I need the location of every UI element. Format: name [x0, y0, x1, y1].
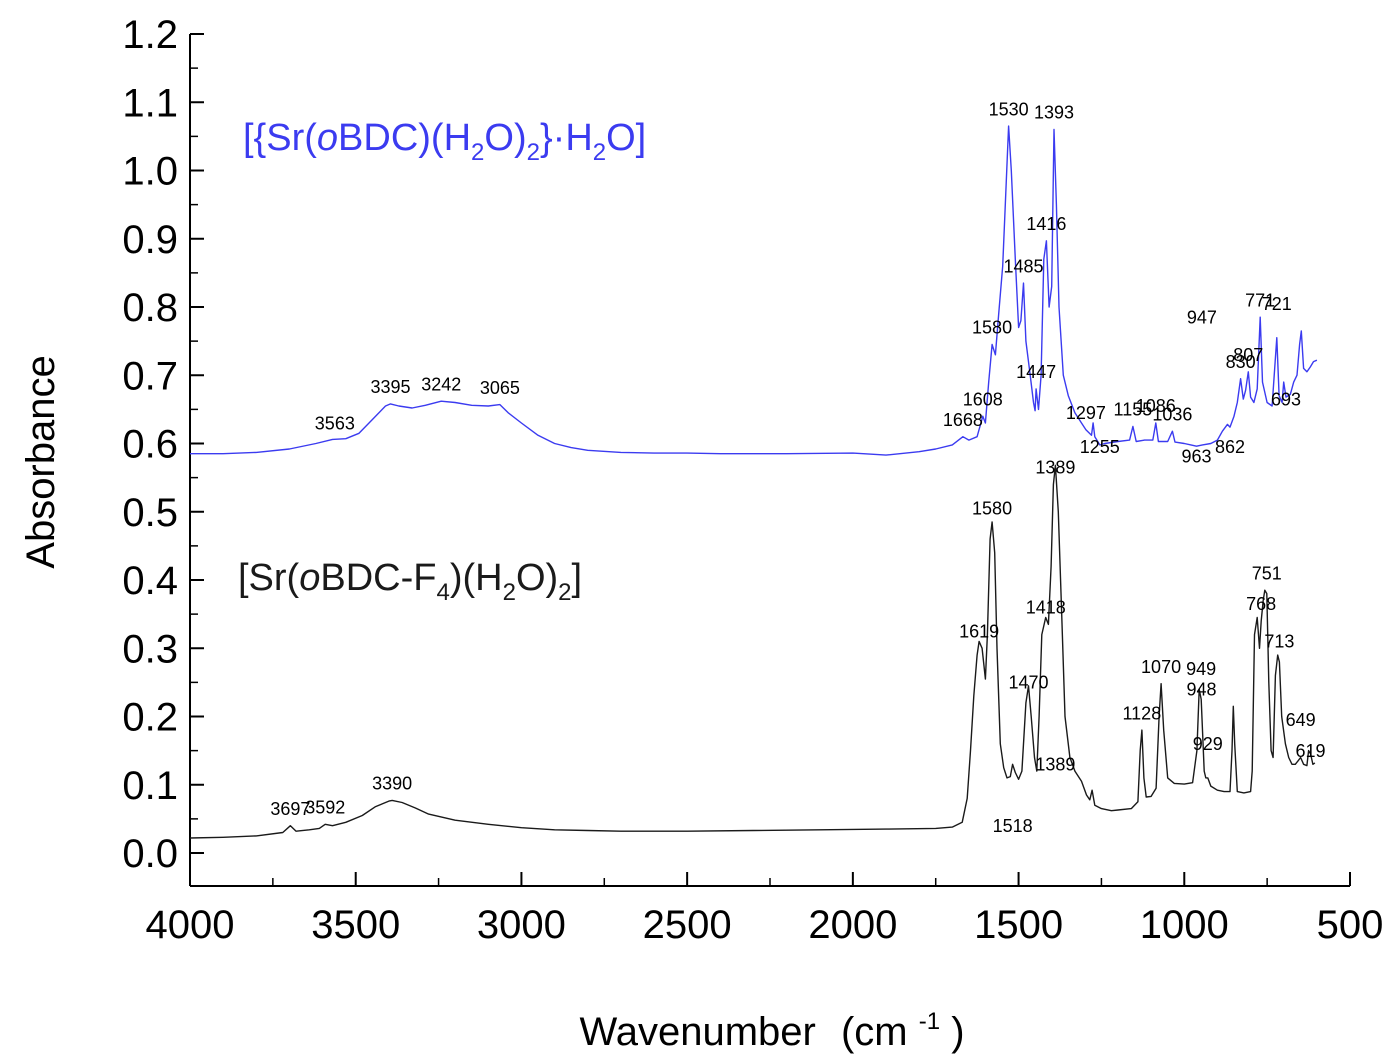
peak-label: 768 — [1246, 594, 1276, 614]
peak-label: 1608 — [963, 389, 1003, 409]
peak-label: 963 — [1182, 447, 1212, 467]
y-tick-label: 0.9 — [122, 218, 178, 262]
peak-label: 713 — [1264, 632, 1294, 652]
peak-label: 1485 — [1004, 256, 1044, 276]
peak-label: 3697 — [270, 799, 310, 819]
peak-label: 3395 — [370, 377, 410, 397]
peak-label: 1580 — [972, 499, 1012, 519]
peak-label: 1416 — [1026, 214, 1066, 234]
peak-label: 1155 — [1114, 400, 1153, 420]
peak-label: 1389 — [1035, 755, 1075, 775]
peak-label: 1518 — [993, 816, 1033, 836]
y-tick-label: 0.0 — [122, 832, 178, 876]
peak-label: 1086 — [1136, 396, 1176, 416]
peak-label: 929 — [1193, 734, 1223, 754]
peak-label: 1389 — [1035, 458, 1075, 478]
peak-label: 693 — [1271, 389, 1301, 409]
peak-label: 1619 — [959, 621, 999, 641]
y-tick-label: 0.4 — [122, 559, 178, 603]
peak-label: 947 — [1187, 307, 1217, 327]
peak-label: 1255 — [1080, 437, 1120, 457]
y-tick-label: 0.2 — [122, 696, 178, 740]
series-labels-layer: [{Sr(oBDC)(H2O)2}·H2O] [Sr(oBDC-F4)(H2O)2… — [238, 117, 646, 606]
plot-frame — [189, 34, 1350, 887]
series-line-2 — [189, 464, 1316, 839]
peak-label: 3242 — [421, 374, 461, 394]
y-axis-title: Absorbance — [19, 355, 63, 568]
x-axis-title-unit-exponent: -1 — [919, 1008, 940, 1035]
peak-label: 721 — [1262, 294, 1292, 314]
y-tick-label: 0.6 — [122, 423, 178, 467]
peak-label: 751 — [1252, 563, 1282, 583]
y-tick-label: 0.7 — [122, 354, 178, 398]
peak-label: 1447 — [1016, 362, 1056, 382]
x-axis-title-text: Wavenumber — [579, 1010, 815, 1054]
x-tick-label: 3500 — [311, 903, 400, 947]
peak-label: 3065 — [480, 378, 520, 398]
y-tick-label: 0.8 — [122, 286, 178, 330]
y-tick-label: 0.3 — [122, 627, 178, 671]
peak-label: 1580 — [972, 318, 1012, 338]
peak-label: 1470 — [1008, 673, 1048, 693]
peak-label: 3592 — [305, 798, 345, 818]
peak-label: 1297 — [1066, 403, 1106, 423]
x-axis-title-unit: (cm — [841, 1010, 908, 1054]
x-tick-label: 4000 — [146, 903, 235, 947]
x-axis-title-unit-close: ) — [951, 1010, 964, 1054]
series-label-1: [{Sr(oBDC)(H2O)2}·H2O] — [243, 117, 646, 166]
y-tick-label: 1.0 — [122, 150, 178, 194]
x-tick-label: 1000 — [1140, 903, 1229, 947]
x-tick-label: 500 — [1317, 903, 1384, 947]
peak-label: 862 — [1215, 437, 1245, 457]
x-tick-label: 2000 — [808, 903, 897, 947]
peak-label: 948 — [1186, 679, 1216, 699]
x-axis-title: Wavenumber (cm -1 ) — [579, 994, 964, 1054]
peak-label: 771 — [1245, 290, 1275, 310]
peak-label: 1128 — [1123, 703, 1162, 723]
peak-label: 807 — [1233, 345, 1263, 365]
peak-label: 1418 — [1026, 598, 1066, 618]
peak-label: 619 — [1296, 741, 1326, 761]
peak-label: 1036 — [1152, 404, 1192, 424]
y-tick-label: 0.5 — [122, 491, 178, 535]
peak-label: 3563 — [315, 413, 355, 433]
peak-label: 649 — [1286, 710, 1316, 730]
peak-label: 3390 — [372, 774, 412, 794]
peak-label: 1070 — [1141, 657, 1181, 677]
peak-label: 949 — [1186, 659, 1216, 679]
x-axis: 4000 3500 3000 2500 2000 1500 1000 500 — [146, 872, 1384, 947]
peak-label: 1393 — [1034, 103, 1074, 123]
series-layer — [189, 125, 1318, 839]
y-tick-label: 1.1 — [122, 81, 178, 125]
peak-label: 1668 — [943, 410, 983, 430]
x-tick-label: 1500 — [974, 903, 1063, 947]
series-label-2: [Sr(oBDC-F4)(H2O)2] — [238, 557, 582, 606]
y-tick-label: 0.1 — [122, 764, 178, 808]
x-tick-label: 3000 — [477, 903, 566, 947]
series-line-1 — [190, 125, 1318, 456]
peak-label: 830 — [1226, 352, 1256, 372]
y-axis: 0.0 0.1 0.2 0.3 0.4 0.5 0.6 0.7 0.8 0.9 1.0 1.1 1.2 — [122, 13, 204, 876]
y-tick-label: 1.2 — [122, 13, 178, 57]
x-tick-label: 2500 — [643, 903, 732, 947]
peak-label: 1530 — [989, 99, 1029, 119]
